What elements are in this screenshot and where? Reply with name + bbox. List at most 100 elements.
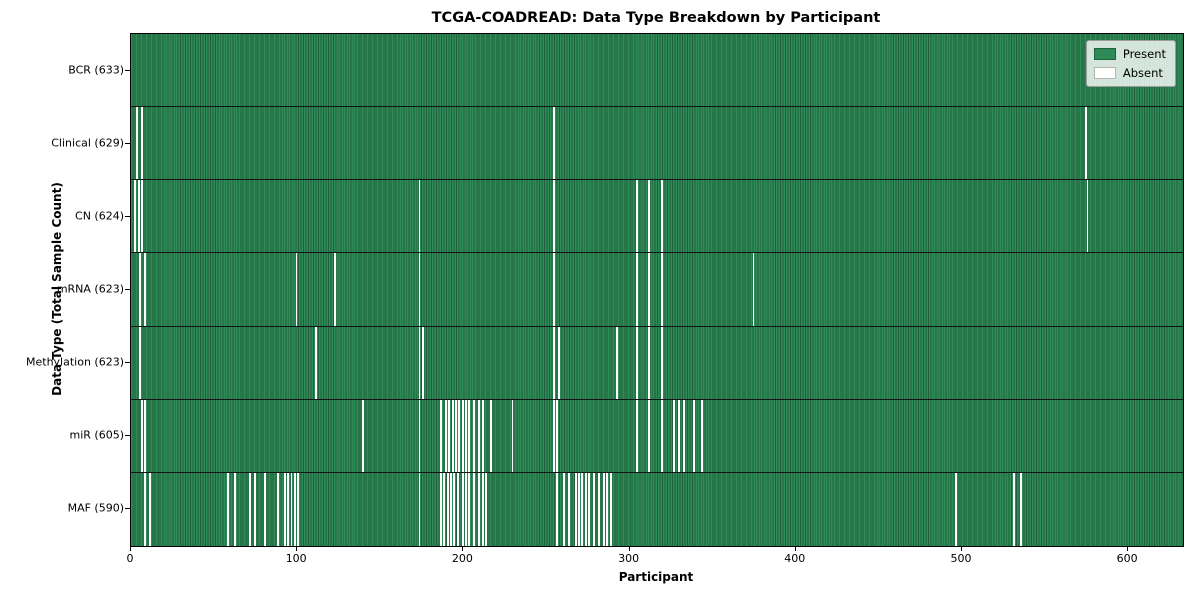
absent-stripe (297, 472, 300, 546)
absent-stripe (581, 472, 584, 546)
absent-stripe (448, 399, 451, 472)
absent-stripe (137, 180, 140, 253)
absent-stripe (139, 326, 142, 399)
y-tick-mark (125, 69, 130, 71)
absent-stripe (616, 326, 619, 399)
absent-stripe (333, 253, 336, 326)
legend-item-present: Present (1093, 47, 1166, 61)
y-tick-mark (125, 508, 130, 510)
x-tick-mark (628, 546, 630, 551)
absent-stripe (647, 180, 650, 253)
heatmap-row-mrna (131, 253, 1183, 327)
absent-stripe (609, 472, 612, 546)
x-tick-label: 500 (950, 552, 972, 565)
x-tick-label: 300 (618, 552, 640, 565)
y-tick-mark (125, 289, 130, 290)
absent-stripe (473, 472, 476, 546)
x-tick-label: 400 (784, 552, 806, 565)
y-tick-mark (125, 142, 130, 144)
absent-stripe (418, 253, 421, 326)
absent-stripe (253, 472, 256, 546)
absent-stripe (1084, 107, 1087, 180)
absent-stripe (568, 472, 570, 546)
absent-stripe (315, 326, 318, 399)
y-tick-label: Clinical (629) (51, 136, 124, 150)
absent-stripe (468, 399, 471, 472)
absent-stripe (140, 399, 143, 472)
absent-stripe (139, 253, 142, 326)
absent-stripe (584, 472, 587, 546)
x-tick-label: 100 (285, 552, 307, 565)
absent-stripe (636, 399, 639, 472)
absent-stripe (248, 472, 251, 546)
absent-stripe (455, 399, 457, 472)
present-swatch (1093, 48, 1116, 60)
absent-stripe (553, 253, 556, 326)
x-tick-mark (130, 546, 131, 551)
absent-stripe (647, 399, 650, 472)
absent-stripe (606, 472, 609, 546)
absent-stripe (418, 180, 421, 253)
absent-stripe (468, 472, 471, 546)
absent-stripe (290, 472, 293, 546)
absent-stripe (598, 472, 600, 546)
absent-stripe (263, 472, 266, 546)
absent-stripe (481, 399, 484, 472)
absent-stripe (647, 326, 650, 399)
y-tick-label: miR (605) (69, 428, 125, 442)
absent-stripe (661, 180, 664, 253)
legend-label-absent: Absent (1122, 66, 1163, 80)
absent-stripe (453, 472, 456, 546)
absent-stripe (140, 180, 143, 253)
absent-stripe (456, 472, 459, 546)
absent-stripe (553, 107, 556, 180)
absent-stripe (636, 326, 639, 399)
absent-stripe (421, 326, 424, 399)
absent-stripe (277, 472, 280, 546)
absent-stripe (752, 253, 755, 326)
absent-stripe (588, 472, 590, 546)
heatmap-row-maf (131, 472, 1183, 546)
absent-stripe (661, 399, 664, 472)
absent-stripe (1013, 472, 1016, 546)
absent-stripe (445, 399, 447, 472)
absent-stripe (451, 399, 454, 472)
absent-stripe (511, 399, 514, 472)
absent-stripe (144, 472, 147, 546)
y-tick-mark (125, 435, 130, 437)
absent-stripe (593, 472, 595, 546)
absent-stripe (450, 472, 452, 546)
absent-stripe (677, 399, 680, 472)
x-tick-mark (462, 546, 464, 551)
absent-stripe (440, 472, 442, 546)
absent-stripe (478, 399, 481, 472)
absent-stripe (473, 399, 476, 472)
absent-stripe (461, 472, 464, 546)
absent-stripe (484, 472, 487, 546)
x-tick-mark (794, 546, 796, 551)
absent-stripe (283, 472, 286, 546)
y-tick-label: BCR (633) (68, 63, 124, 77)
absent-stripe (692, 399, 695, 472)
absent-stripe (563, 472, 565, 546)
absent-stripe (418, 326, 421, 399)
absent-stripe (234, 472, 236, 546)
absent-stripe (636, 253, 639, 326)
absent-stripe (661, 326, 664, 399)
absent-stripe (465, 399, 467, 472)
absent-stripe (458, 399, 461, 472)
absent-stripe (481, 472, 484, 546)
absent-stripe (602, 472, 605, 546)
absent-stripe (295, 253, 298, 326)
x-tick-mark (1127, 546, 1129, 551)
absent-stripe (144, 253, 147, 326)
absent-stripe (293, 472, 296, 546)
heatmap-row-clinical (131, 107, 1183, 181)
absent-stripe (661, 253, 664, 326)
absent-stripe (556, 399, 559, 472)
y-tick-mark (125, 215, 130, 217)
absent-stripe (556, 472, 559, 546)
absent-stripe (553, 326, 556, 399)
absent-stripe (574, 472, 577, 546)
absent-stripe (149, 472, 152, 546)
